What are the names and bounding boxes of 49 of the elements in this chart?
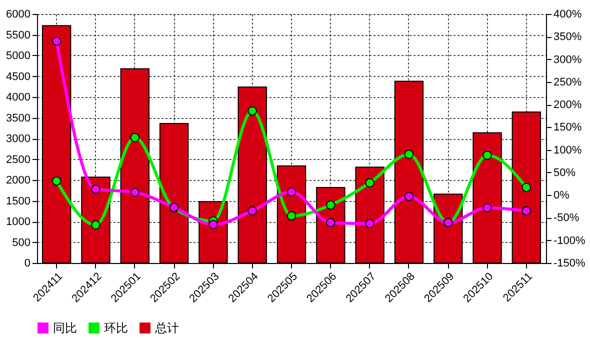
point — [52, 176, 62, 186]
y2-tick-label: 350% — [554, 31, 582, 44]
y-tick-label: 2500 — [6, 154, 30, 166]
point — [130, 188, 140, 198]
y2-tick-label: 50% — [554, 166, 576, 179]
point — [91, 184, 100, 194]
point — [248, 106, 258, 116]
y-tick-label: 3500 — [6, 112, 30, 124]
point — [365, 218, 374, 228]
y2-tick-label: 200% — [554, 99, 582, 112]
y2-tick-label: -50% — [554, 212, 580, 224]
point — [404, 192, 414, 202]
y-tick-label: 4500 — [6, 70, 30, 83]
point — [326, 218, 336, 228]
point — [522, 206, 532, 216]
point — [326, 200, 336, 210]
y2-tick-label: 0% — [554, 190, 570, 202]
y-tick-label: 2000 — [6, 174, 30, 186]
y2-tick-label: 300% — [554, 54, 582, 66]
point — [130, 132, 140, 142]
legend-label: 环比 — [104, 321, 128, 335]
y-tick-label: 5000 — [6, 50, 30, 62]
y2-tick-label: -150% — [554, 258, 586, 270]
point — [482, 150, 492, 160]
point — [52, 36, 62, 46]
y-tick-label: 500 — [12, 236, 30, 249]
y2-tick-label: 100% — [554, 144, 582, 156]
y2-tick-label: 400% — [554, 8, 582, 20]
y-tick-label: 4000 — [6, 92, 30, 104]
y-tick-label: 0 — [24, 258, 30, 270]
y2-tick-label: -100% — [554, 234, 586, 247]
y2-tick-label: 150% — [554, 122, 582, 134]
point — [286, 211, 296, 221]
point — [522, 182, 532, 192]
point — [248, 206, 258, 216]
point — [91, 220, 100, 230]
point — [286, 187, 296, 197]
y-tick-label: 1500 — [6, 195, 30, 208]
y-tick-label: 5500 — [6, 29, 30, 42]
point — [482, 203, 492, 212]
y-tick-label: 1000 — [6, 216, 30, 228]
legend-label: 总计 — [154, 321, 179, 335]
y2-tick-label: 250% — [554, 76, 582, 88]
point — [365, 178, 374, 188]
point — [208, 220, 218, 230]
y-tick-label: 6000 — [6, 8, 30, 20]
y-tick-label: 3000 — [6, 133, 30, 145]
legend-label: 同比 — [53, 321, 77, 335]
point — [404, 150, 414, 160]
